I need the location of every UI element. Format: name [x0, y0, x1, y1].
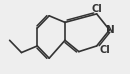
- Text: N: N: [106, 25, 115, 35]
- Text: Cl: Cl: [92, 4, 103, 14]
- Text: Cl: Cl: [99, 45, 110, 55]
